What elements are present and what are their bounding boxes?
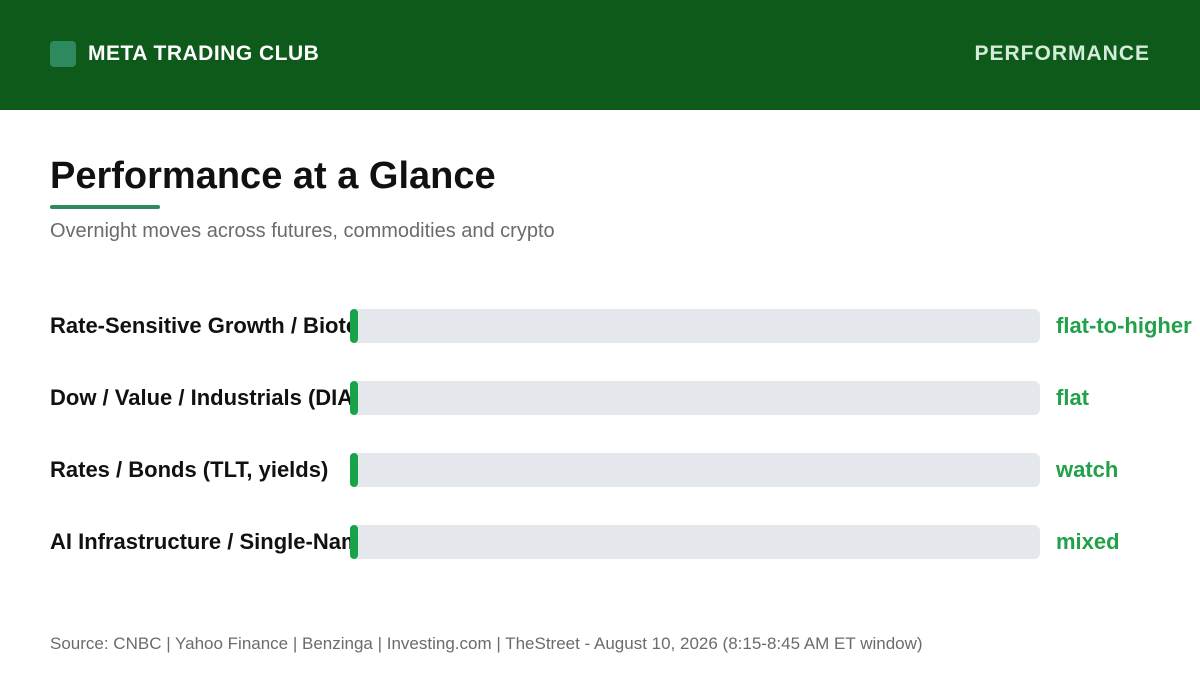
brand-name: META TRADING CLUB — [88, 42, 320, 65]
chart-row: Dow / Value / Industrials (DIA) flat — [0, 381, 1200, 415]
bar-status-label: watch — [1056, 457, 1119, 482]
page-title: Performance at a Glance — [50, 155, 496, 197]
bar-fill — [350, 453, 358, 487]
bar-fill — [350, 309, 358, 343]
title-underline — [50, 205, 160, 209]
bar-track — [350, 525, 1040, 559]
bar-fill — [350, 381, 358, 415]
bar-status-label: flat-to-higher — [1056, 313, 1192, 338]
bar-category-label: AI Infrastructure / Single-Name — [50, 529, 350, 554]
bar-track — [350, 381, 1040, 415]
bar-category-label: Rate-Sensitive Growth / Biotech — [50, 313, 350, 338]
nav-performance-link[interactable]: PERFORMANCE — [974, 42, 1150, 65]
bar-status-label: flat — [1056, 385, 1089, 410]
bar-status-label: mixed — [1056, 529, 1120, 554]
page-subtitle: Overnight moves across futures, commodit… — [50, 220, 555, 242]
brand-logo-icon — [50, 41, 76, 67]
bar-track — [350, 309, 1040, 343]
chart-row: Rates / Bonds (TLT, yields) watch — [0, 453, 1200, 487]
chart-row: Rate-Sensitive Growth / Biotech flat-to-h… — [0, 309, 1200, 343]
bar-category-label: Dow / Value / Industrials (DIA) — [50, 385, 350, 410]
bar-fill — [350, 525, 358, 559]
chart-row: AI Infrastructure / Single-Name mixed — [0, 525, 1200, 559]
header-bar: META TRADING CLUB PERFORMANCE — [0, 0, 1200, 110]
bar-track — [350, 453, 1040, 487]
bar-category-label: Rates / Bonds (TLT, yields) — [50, 457, 329, 482]
source-footnote: Source: CNBC | Yahoo Finance | Benzinga … — [50, 634, 923, 653]
